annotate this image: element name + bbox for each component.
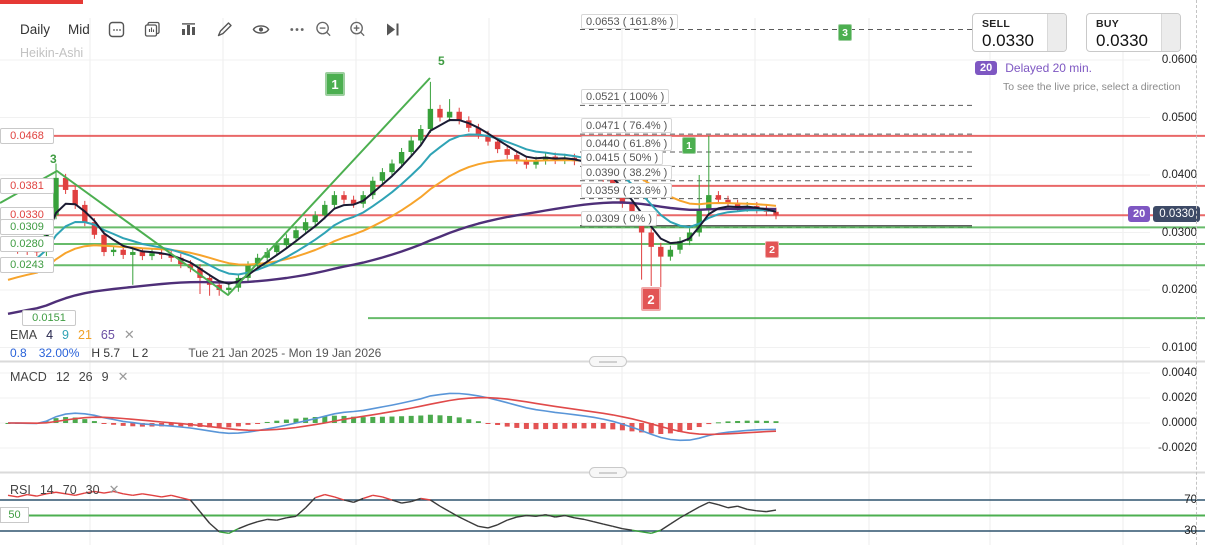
macd-param-12: 12: [55, 370, 70, 384]
rsi-param-30: 30: [85, 483, 100, 497]
sell-button-band: [1047, 14, 1066, 51]
axis-dashed-border: [1196, 0, 1197, 545]
rsi-pane-resize-handle[interactable]: [589, 467, 627, 478]
rsi-legend: RSI 14 70 30 ✕: [10, 482, 119, 498]
rsi-legend-name: RSI: [10, 483, 31, 497]
chart-style-label: Heikin-Ashi: [20, 46, 84, 60]
zoom-out-icon[interactable]: [315, 20, 333, 38]
visibility-eye-icon[interactable]: [252, 20, 270, 38]
ema-legend-name: EMA: [10, 328, 38, 342]
zoom-in-icon[interactable]: [349, 20, 367, 38]
ema-close-icon[interactable]: ✕: [123, 327, 135, 342]
timeframe-button[interactable]: Daily: [20, 21, 51, 37]
buy-label: BUY: [1096, 18, 1120, 30]
ema-param-65: 65: [100, 328, 115, 342]
macd-pane-resize-handle[interactable]: [589, 356, 627, 367]
go-to-latest-icon[interactable]: [383, 20, 401, 38]
zoom-controls: [315, 20, 401, 38]
rsi-param-70: 70: [62, 483, 77, 497]
delay-hint: To see the live price, select a directio…: [1003, 81, 1181, 93]
mid-price-button[interactable]: Mid: [68, 21, 90, 37]
macd-legend-name: MACD: [10, 370, 47, 384]
macd-param-26: 26: [78, 370, 93, 384]
macd-param-9: 9: [101, 370, 109, 384]
compare-panels-icon[interactable]: [144, 20, 162, 38]
chart-toolbar: Daily Mid: [20, 20, 306, 38]
loading-bar: [0, 0, 83, 4]
ema-param-9: 9: [62, 328, 69, 342]
sell-button[interactable]: SELL 0.0330: [972, 13, 1067, 52]
macd-legend: MACD 12 26 9 ✕: [10, 369, 128, 385]
buy-price: 0.0330: [1096, 31, 1148, 50]
draw-tool-icon[interactable]: [216, 20, 234, 38]
macd-close-icon[interactable]: ✕: [117, 369, 129, 384]
ema-param-4: 4: [46, 328, 54, 342]
sell-label: SELL: [982, 18, 1011, 30]
indicators-grid-icon[interactable]: [108, 20, 126, 38]
buy-button[interactable]: BUY 0.0330: [1086, 13, 1181, 52]
more-options-icon[interactable]: [288, 20, 306, 38]
ema-param-21: 21: [78, 328, 92, 342]
rsi-mid-level-label: 50: [0, 507, 29, 523]
rsi-param-14: 14: [39, 483, 54, 497]
buy-button-band: [1161, 14, 1180, 51]
ema-legend: EMA 4 9 21 65 ✕: [10, 327, 135, 343]
rsi-close-icon[interactable]: ✕: [108, 482, 120, 497]
chart-type-icon[interactable]: [180, 20, 198, 38]
sell-price: 0.0330: [982, 31, 1034, 50]
